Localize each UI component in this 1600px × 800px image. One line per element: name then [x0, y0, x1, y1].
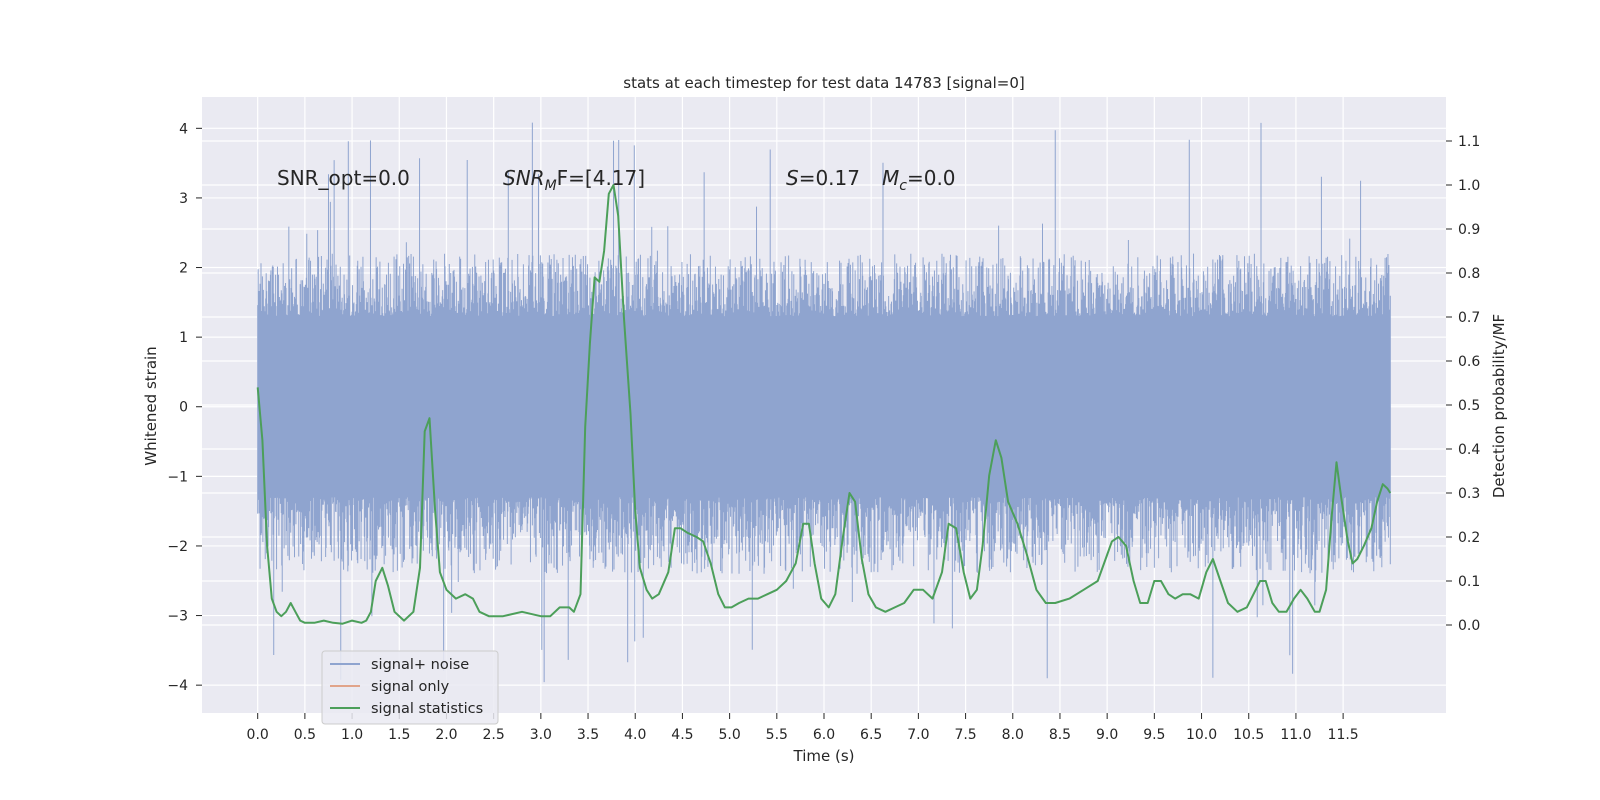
x-tick-label: 11.0	[1280, 727, 1311, 743]
chart-title: stats at each timestep for test data 147…	[623, 74, 1024, 92]
x-tick-label: 8.5	[1049, 727, 1071, 743]
y-axis-right: 1.1 1.0 0.9 0.8 0.7 0.6 0.5 0.4 0.3 0.2 0.1 0.0	[1446, 134, 1480, 634]
s-main: S	[786, 166, 799, 190]
x-tick-label: 9.0	[1096, 727, 1118, 743]
x-tick-label: 5.0	[718, 727, 740, 743]
x-tick-label: 6.5	[860, 727, 882, 743]
x-tick-label: 8.0	[1002, 727, 1024, 743]
y-right-tick-label: 0.8	[1458, 266, 1480, 282]
x-tick-label: 10.5	[1233, 727, 1264, 743]
x-tick-label: 3.5	[577, 727, 599, 743]
y-left-tick-label: 3	[179, 191, 188, 207]
signal-noise-series	[257, 122, 1391, 683]
snr-mf-annotation: SNRMF=[4.17]	[503, 166, 645, 194]
y-right-tick-label: 0.1	[1458, 574, 1480, 590]
legend-label-signal-statistics: signal statistics	[371, 701, 483, 717]
x-tick-label: 4.0	[624, 727, 646, 743]
y-axis-left: 4 3 2 1 0 −1 −2 −3 −4	[167, 121, 202, 694]
y-left-tick-label: 4	[179, 121, 188, 137]
y-left-tick-label: −1	[167, 469, 188, 485]
signal-statistics-series	[256, 184, 1392, 625]
y-axis-left-label: Whitened strain	[142, 346, 160, 465]
x-axis: 0.0 0.5 1.0 1.5 2.0 2.5 3.0 3.5 4.0 4.5 5.0 5.5 6.0 6…	[247, 713, 1359, 743]
signal-statistics-line	[256, 184, 1392, 625]
x-axis-label: Time (s)	[793, 747, 855, 765]
y-right-tick-label: 0.0	[1458, 618, 1480, 634]
x-tick-label: 7.0	[907, 727, 929, 743]
legend: signal+ noise signal only signal statist…	[321, 650, 499, 725]
mc-rest: =0.0	[907, 166, 956, 190]
snr-mf-main: SNR	[503, 166, 545, 190]
y-left-tick-label: −4	[167, 678, 188, 694]
y-right-tick-label: 0.5	[1458, 398, 1480, 414]
s-rest: =0.17	[799, 166, 860, 190]
x-tick-label: 10.0	[1186, 727, 1217, 743]
x-tick-label: 0.0	[247, 727, 269, 743]
mc-main: M	[882, 166, 899, 190]
y-right-tick-label: 1.0	[1458, 178, 1480, 194]
snr-opt-annotation: SNR_opt=0.0	[277, 166, 410, 190]
legend-label-signal-only: signal only	[371, 679, 450, 695]
y-right-tick-label: 0.3	[1458, 486, 1480, 502]
y-left-tick-label: −3	[167, 609, 188, 625]
x-tick-label: 6.0	[813, 727, 835, 743]
s-annotation: S=0.17	[786, 166, 860, 190]
x-tick-label: 1.0	[341, 727, 363, 743]
legend-box	[321, 650, 499, 725]
snr-mf-subscript: M	[545, 178, 557, 194]
y-right-tick-label: 0.2	[1458, 530, 1480, 546]
mc-subscript: c	[899, 178, 907, 194]
snr-mf-rest: F=[4.17]	[557, 166, 645, 190]
mc-annotation: Mc=0.0	[882, 166, 956, 194]
x-tick-label: 1.5	[388, 727, 410, 743]
x-tick-label: 3.0	[530, 727, 552, 743]
noise-strokes	[257, 122, 1391, 683]
x-tick-label: 11.5	[1328, 727, 1359, 743]
x-tick-label: 7.5	[954, 727, 976, 743]
y-left-tick-label: 1	[179, 330, 188, 346]
y-right-tick-label: 0.7	[1458, 310, 1480, 326]
legend-label-signal-noise: signal+ noise	[371, 657, 469, 673]
x-tick-label: 5.5	[766, 727, 788, 743]
y-right-tick-label: 1.1	[1458, 134, 1480, 150]
y-axis-right-label: Detection probability/MF	[1490, 314, 1508, 498]
y-left-tick-label: 0	[179, 400, 188, 416]
y-right-tick-label: 0.6	[1458, 354, 1480, 370]
y-left-tick-label: −2	[167, 539, 188, 555]
x-tick-label: 0.5	[294, 727, 316, 743]
x-tick-label: 2.5	[483, 727, 505, 743]
x-tick-label: 9.5	[1143, 727, 1165, 743]
x-tick-label: 2.0	[435, 727, 457, 743]
y-right-tick-label: 0.9	[1458, 222, 1480, 238]
y-right-tick-label: 0.4	[1458, 442, 1480, 458]
x-tick-label: 4.5	[671, 727, 693, 743]
y-left-tick-label: 2	[179, 261, 188, 277]
